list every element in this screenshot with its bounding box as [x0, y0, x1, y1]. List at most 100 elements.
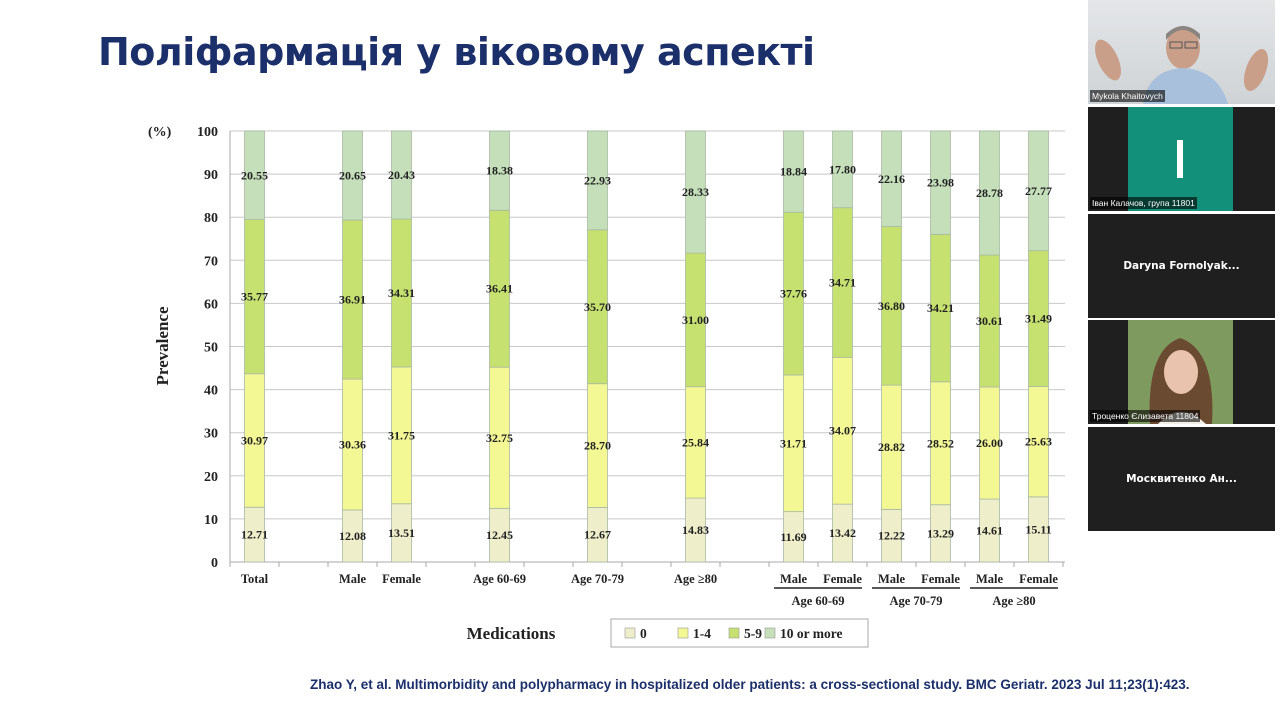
- data-label: 31.71: [780, 436, 807, 450]
- x-tick-label: Age ≥80: [674, 572, 717, 586]
- data-label: 25.84: [682, 435, 709, 449]
- data-label: 20.43: [388, 168, 415, 182]
- data-label: 17.80: [829, 162, 856, 176]
- data-label: 20.65: [339, 169, 366, 183]
- group-label: Age 60-69: [791, 594, 844, 608]
- data-label: 20.55: [241, 168, 268, 182]
- bar-segment: [587, 130, 608, 231]
- data-label: 36.80: [878, 299, 905, 313]
- legend: [610, 618, 869, 648]
- legend-swatch: [728, 627, 740, 639]
- bar-segment: [832, 130, 853, 209]
- y-tick-label: 60: [204, 297, 218, 312]
- participant-video: [1128, 320, 1233, 424]
- data-label: 30.97: [241, 433, 268, 447]
- data-label: 34.07: [829, 424, 856, 438]
- x-tick-label: Female: [1019, 572, 1058, 586]
- bar-segment: [979, 130, 1000, 256]
- x-tick-label: Age 70-79: [571, 572, 624, 586]
- data-label: 12.71: [241, 528, 268, 542]
- participant-tile[interactable]: Іван Калачов, група 11801: [1088, 107, 1275, 211]
- x-tick-label: Total: [241, 572, 269, 586]
- group-label: Age ≥80: [992, 594, 1035, 608]
- y-tick-label: 80: [204, 211, 218, 226]
- data-label: 30.61: [976, 314, 1003, 328]
- bar-segment: [1028, 130, 1049, 252]
- data-label: 37.76: [780, 287, 807, 301]
- avatar-initial: [1177, 140, 1183, 178]
- data-label: 22.93: [584, 173, 611, 187]
- data-label: 15.11: [1025, 522, 1051, 536]
- data-label: 18.84: [780, 165, 807, 179]
- participant-tile[interactable]: Москвитенко Ан...: [1088, 427, 1275, 531]
- y-tick-label: 20: [204, 470, 218, 485]
- data-label: 28.52: [927, 436, 954, 450]
- data-label: 28.82: [878, 440, 905, 454]
- data-label: 12.45: [486, 528, 513, 542]
- legend-label: 1-4: [693, 626, 711, 641]
- participant-name: Троценко Єлизавета 11804: [1090, 410, 1201, 422]
- y-tick-label: 50: [204, 341, 218, 356]
- participant-tile[interactable]: Daryna Fornolyak...: [1088, 214, 1275, 318]
- legend-swatch: [677, 627, 689, 639]
- y-tick-label: 40: [204, 384, 218, 399]
- data-label: 28.78: [976, 186, 1003, 200]
- legend-label: 10 or more: [780, 626, 842, 641]
- data-label: 23.98: [927, 176, 954, 190]
- participant-name: Mykola Khaitovych: [1090, 90, 1165, 102]
- participant-tile-speaker[interactable]: Mykola Khaitovych: [1088, 0, 1275, 104]
- y-tick-label: 0: [211, 556, 218, 571]
- data-label: 25.63: [1025, 435, 1052, 449]
- data-label: 31.00: [682, 313, 709, 327]
- bar-segment: [391, 130, 412, 220]
- avatar: [1128, 107, 1233, 211]
- data-label: 35.70: [584, 300, 611, 314]
- data-label: 31.49: [1025, 312, 1052, 326]
- unit-label: (%): [148, 125, 172, 140]
- data-label: 34.31: [388, 286, 415, 300]
- slide-title: Поліфармація у віковому аспекті: [98, 30, 815, 74]
- bar-segment: [881, 130, 902, 227]
- data-label: 13.42: [829, 526, 856, 540]
- legend-label: 5-9: [744, 626, 762, 641]
- stacked-bar-chart: 0 10 20 30 40 50 60 70 80 90 100 (%) Prevalence 12.71…: [148, 125, 1065, 648]
- data-label: 12.67: [584, 528, 611, 542]
- data-label: 31.75: [388, 428, 415, 442]
- citation: Zhao Y, et al. Multimorbidity and polyph…: [310, 677, 1190, 692]
- x-tick-label: Male: [339, 572, 367, 586]
- participant-name: Daryna Fornolyak...: [1123, 260, 1240, 272]
- x-tick-label: Male: [878, 572, 906, 586]
- data-label: 36.91: [339, 293, 366, 307]
- legend-swatch: [764, 627, 776, 639]
- data-label: 13.51: [388, 526, 415, 540]
- x-tick-label: Male: [976, 572, 1004, 586]
- participant-tile[interactable]: Троценко Єлизавета 11804: [1088, 320, 1275, 424]
- y-axis-label: Prevalence: [153, 306, 172, 385]
- x-tick-label: Female: [823, 572, 862, 586]
- participant-name: Іван Калачов, група 11801: [1090, 197, 1197, 209]
- bar-segment: [783, 130, 804, 213]
- bar-segment: [342, 130, 363, 221]
- x-axis-label: Medications: [467, 624, 556, 643]
- data-label: 36.41: [486, 282, 513, 296]
- legend-swatch: [624, 627, 636, 639]
- data-label: 30.36: [339, 438, 366, 452]
- data-label: 27.77: [1025, 184, 1052, 198]
- data-label: 14.83: [682, 523, 709, 537]
- data-label: 34.71: [829, 276, 856, 290]
- x-tick-label: Female: [921, 572, 960, 586]
- data-label: 28.70: [584, 439, 611, 453]
- y-tick-label: 70: [204, 254, 218, 269]
- bar-segment: [244, 130, 265, 220]
- data-label: 12.08: [339, 529, 366, 543]
- y-tick-label: 30: [204, 427, 218, 442]
- bar-segment: [489, 130, 510, 211]
- data-label: 12.22: [878, 529, 905, 543]
- speaker-video: [1095, 26, 1269, 104]
- y-tick-label: 10: [204, 513, 218, 528]
- data-label: 34.21: [927, 301, 954, 315]
- bar-segment: [685, 130, 706, 254]
- x-tick-label: Female: [382, 572, 421, 586]
- x-tick-label: Male: [780, 572, 808, 586]
- x-tick-label: Age 60-69: [473, 572, 526, 586]
